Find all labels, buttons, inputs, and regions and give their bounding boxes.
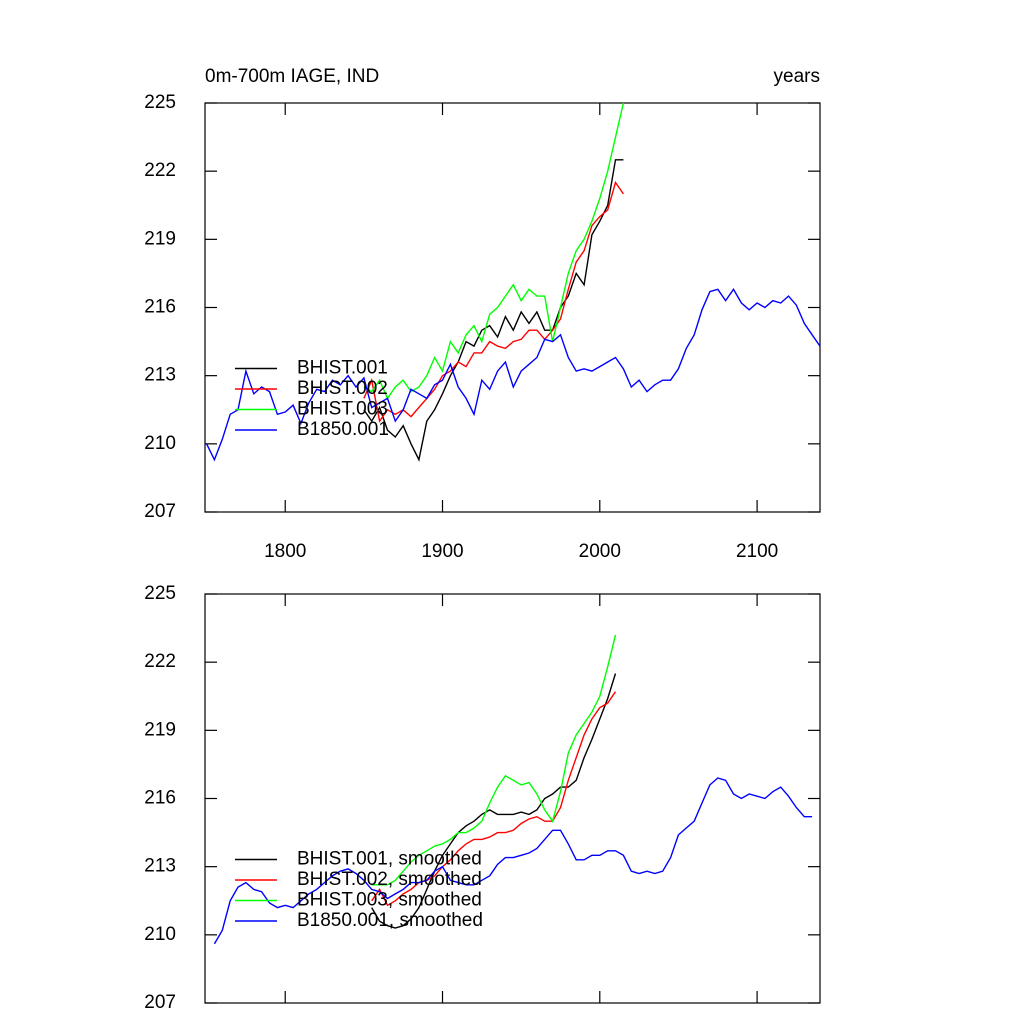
y-tick-label: 213 — [144, 856, 176, 877]
series-line — [363, 159, 624, 462]
series-line — [363, 180, 624, 423]
y-tick-label: 222 — [144, 160, 176, 181]
legend-label: BHIST.001 — [297, 358, 388, 379]
x-tick-label: 1900 — [421, 541, 463, 562]
y-tick-label: 225 — [144, 92, 176, 113]
legend-label: BHIST.003 — [297, 399, 388, 420]
y-tick-label: 219 — [144, 228, 176, 249]
series-line — [363, 102, 625, 400]
y-tick-label: 219 — [144, 719, 176, 740]
y-tick-label: 210 — [144, 433, 176, 454]
legend-label: BHIST.003, smoothed — [297, 890, 482, 911]
series-line — [371, 634, 617, 886]
series-line — [205, 287, 821, 462]
y-tick-label: 216 — [144, 297, 176, 318]
y-tick-label: 213 — [144, 365, 176, 386]
series-line — [213, 777, 813, 945]
legend-label: B1850.001 — [297, 419, 389, 440]
y-tick-label: 225 — [144, 583, 176, 604]
plot-frame — [204, 102, 821, 513]
series-line — [371, 673, 617, 929]
chart-title: 0m-700m IAGE, IND — [205, 66, 379, 87]
legend-label: B1850.001, smoothed — [297, 910, 483, 931]
legend-label: BHIST.001, smoothed — [297, 849, 482, 870]
legend-label: BHIST.002, smoothed — [297, 869, 482, 890]
x-tick-label: 2000 — [579, 541, 621, 562]
y-tick-label: 216 — [144, 788, 176, 809]
y-tick-label: 222 — [144, 651, 176, 672]
x-tick-label: 2100 — [736, 541, 778, 562]
units-label: years — [774, 66, 820, 87]
series-line — [371, 691, 617, 907]
plot-frame — [204, 593, 821, 1004]
legend-label: BHIST.002 — [297, 378, 388, 399]
x-tick-label: 1800 — [264, 541, 306, 562]
y-tick-label: 207 — [144, 992, 176, 1013]
y-tick-label: 210 — [144, 924, 176, 945]
y-tick-label: 207 — [144, 501, 176, 522]
